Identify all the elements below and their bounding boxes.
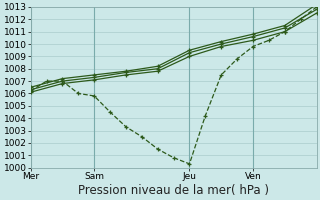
- X-axis label: Pression niveau de la mer( hPa ): Pression niveau de la mer( hPa ): [78, 184, 269, 197]
